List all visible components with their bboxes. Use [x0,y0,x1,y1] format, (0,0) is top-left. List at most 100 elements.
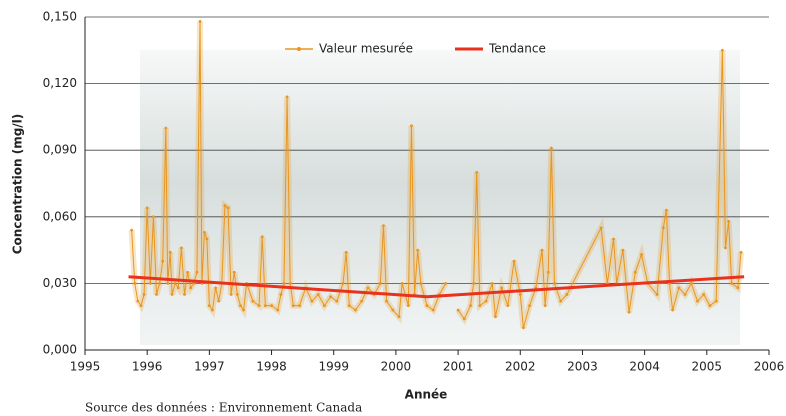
data-point [217,300,220,303]
data-point [419,282,422,285]
x-tick-label: 2001 [443,360,474,374]
x-tick-label: 1995 [70,360,101,374]
data-point [491,282,494,285]
data-point [149,282,152,285]
data-point [317,293,320,296]
data-point [469,304,472,307]
data-point [721,49,724,52]
data-point [158,282,161,285]
data-point [270,304,273,307]
data-point [133,282,136,285]
data-point [169,251,172,254]
data-point [136,300,139,303]
x-tick-label: 2000 [381,360,412,374]
data-point [242,309,245,312]
data-point [152,215,155,218]
data-point [329,295,332,298]
data-point [199,20,202,23]
data-point [550,147,553,150]
data-point [600,227,603,230]
data-point [640,253,643,256]
data-point [665,209,668,212]
data-point [264,304,267,307]
data-point [382,224,385,227]
data-point [211,309,214,312]
data-point [416,249,419,252]
data-point [621,249,624,252]
x-tick-label: 1996 [132,360,163,374]
y-tick-label: 0,090 [43,143,77,157]
data-point [279,293,282,296]
y-axis-label: Concentration (mg/l) [11,114,25,255]
data-point [189,286,192,289]
data-point [553,282,556,285]
data-point [227,207,230,210]
data-point [724,246,727,249]
data-point [335,300,338,303]
data-point [528,304,531,307]
y-tick-label: 0,060 [43,209,77,223]
data-point [367,286,370,289]
page: {"chart_data": {"type": "line", "x_label… [0,0,786,416]
legend-marker [297,47,301,51]
data-point [239,304,242,307]
x-tick-label: 1999 [318,360,349,374]
data-point [559,300,562,303]
x-tick-label: 2002 [505,360,536,374]
data-point [612,238,615,241]
data-point [506,304,509,307]
data-point [696,300,699,303]
data-point [727,220,730,223]
source-note: Source des données : Environnement Canad… [85,401,362,415]
data-point [196,271,199,274]
data-point [432,309,435,312]
data-point [276,309,279,312]
data-point [155,293,158,296]
x-tick-label: 2003 [567,360,598,374]
y-tick-label: 0,120 [43,76,77,90]
data-point [407,304,410,307]
data-point [730,282,733,285]
y-tick-label: 0,000 [43,343,77,357]
data-point [566,293,569,296]
data-point [656,293,659,296]
data-point [522,326,525,329]
data-point [205,238,208,241]
legend-label: Valeur mesurée [319,42,413,56]
data-point [140,304,143,307]
data-point [500,286,503,289]
data-point [401,282,404,285]
data-point [463,318,466,321]
data-point [348,304,351,307]
data-point [740,251,743,254]
data-point [171,293,174,296]
data-point [475,171,478,174]
data-point [494,315,497,318]
data-point [292,304,295,307]
data-point [233,271,236,274]
data-point [410,124,413,127]
data-point [342,282,345,285]
data-point [547,271,550,274]
data-point [298,304,301,307]
data-point [146,207,149,210]
x-tick-label: 2004 [629,360,660,374]
data-point [519,293,522,296]
data-point [186,271,189,274]
data-point [677,286,680,289]
x-tick-label: 1998 [256,360,287,374]
data-point [472,282,475,285]
data-point [715,300,718,303]
data-point [684,293,687,296]
data-point [457,309,460,312]
data-point [161,260,164,263]
data-point [398,315,401,318]
data-point [478,304,481,307]
x-tick-label: 1997 [194,360,225,374]
data-point [426,304,429,307]
x-tick-label: 2005 [692,360,723,374]
data-point [690,282,693,285]
data-point [360,300,363,303]
data-point [311,300,314,303]
data-point [485,300,488,303]
